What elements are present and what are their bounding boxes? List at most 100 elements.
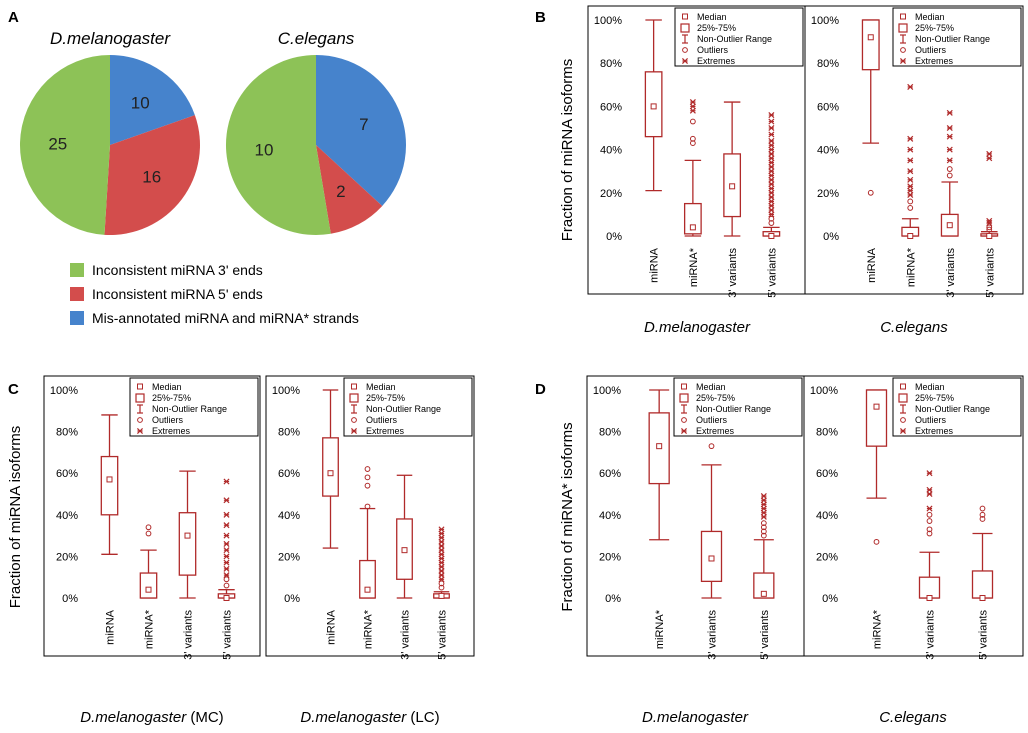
legend-outlier-symbol — [137, 417, 143, 423]
box-1 — [700, 443, 723, 599]
box-b-cel: 0% 20% 40% 60% 80% 100% miRNA miRNA* 3' variants… — [804, 5, 1024, 336]
median-marker — [401, 547, 408, 554]
iqr-box — [139, 572, 158, 599]
outlier-point — [873, 538, 880, 545]
y-tick-label: 60% — [600, 101, 622, 113]
box-0 — [644, 19, 663, 192]
box-3 — [762, 112, 781, 239]
legend-label-outliers: Outliers — [152, 415, 184, 425]
median-marker — [364, 586, 371, 593]
y-tick-label: 40% — [817, 145, 839, 157]
outlier-point — [926, 518, 933, 524]
pie-cel: 7 2 10 — [225, 54, 407, 235]
legend-box-symbol — [680, 23, 690, 33]
iqr-box — [359, 559, 376, 599]
outlier-point — [979, 505, 986, 512]
iqr-box — [753, 572, 775, 599]
legend-label-iqr: 25%-75% — [696, 393, 735, 403]
y-tick-label: 100% — [811, 15, 839, 27]
box-2 — [971, 505, 994, 601]
pie-slice-value: 10 — [131, 93, 150, 112]
y-tick-label: 100% — [810, 385, 838, 397]
legend-label-range: Non-Outlier Range — [915, 404, 990, 414]
box-1 — [139, 524, 158, 599]
legend-box-symbol — [679, 393, 689, 403]
legend-label-mis: Mis-annotated miRNA and miRNA* strands — [92, 310, 359, 326]
y-tick-label: 0% — [606, 231, 622, 243]
box-b-dmel: 0% 20% 40% 60% 80% 100% miRNA miRNA* 3' variants… — [559, 5, 806, 336]
x-tick-label: 5' variants — [437, 610, 449, 660]
outlier-point — [364, 474, 371, 481]
median-marker — [650, 103, 657, 110]
box-3 — [217, 478, 236, 601]
box-2 — [396, 474, 413, 599]
median-marker — [979, 595, 986, 601]
median-marker — [907, 233, 914, 239]
median-marker — [986, 233, 993, 239]
median-marker — [106, 476, 113, 483]
outlier-point — [926, 530, 933, 537]
x-caption: C.elegans — [880, 319, 948, 336]
y-tick-label: 80% — [56, 427, 78, 439]
outlier-point — [223, 582, 230, 589]
x-tick-label: 3' variants — [707, 610, 719, 660]
iqr-box — [861, 19, 880, 71]
pie-slice — [104, 115, 200, 236]
pie-slice-value: 25 — [48, 134, 67, 153]
legend-label-median: Median — [366, 382, 396, 392]
legend-label-range: Non-Outlier Range — [697, 34, 772, 44]
x-tick-label: miRNA — [866, 247, 878, 282]
pie-slice-value: 2 — [336, 182, 345, 201]
legend-box-symbol — [135, 393, 145, 403]
box-plots: 0%20%40%60%80%100%miRNA miRNA* 3' variants… — [7, 5, 1024, 726]
outlier-point — [145, 530, 152, 537]
iqr-box — [683, 202, 702, 235]
legend-label-iqr: 25%-75% — [697, 23, 736, 33]
legend-label-extremes: Extremes — [697, 56, 736, 66]
x-tick-label: 3' variants — [727, 248, 739, 298]
y-tick-label: 0% — [823, 231, 839, 243]
y-tick-label: 20% — [817, 188, 839, 200]
outlier-point — [708, 443, 715, 450]
y-tick-label: 60% — [278, 468, 300, 480]
panel-label-c: C — [8, 381, 19, 398]
legend-label-median: Median — [696, 382, 726, 392]
x-tick-label: miRNA — [649, 247, 661, 282]
pie-slice — [19, 55, 110, 235]
legend-label-extremes: Extremes — [366, 426, 405, 436]
legend-label-extremes: Extremes — [696, 426, 735, 436]
y-tick-label: 80% — [278, 427, 300, 439]
outlier-point — [689, 135, 696, 142]
x-tick-label: miRNA* — [872, 609, 884, 649]
y-axis-label: Fraction of miRNA isoforms — [7, 426, 24, 609]
legend-frame — [673, 377, 803, 437]
y-tick-label: 60% — [599, 468, 621, 480]
x-tick-label: miRNA* — [688, 247, 700, 287]
legend-frame — [674, 7, 804, 67]
box-3 — [433, 526, 450, 599]
box-1 — [901, 83, 920, 239]
legend-frame — [129, 377, 259, 437]
x-tick-label: 3' variants — [183, 610, 195, 660]
x-tick-label: 3' variants — [925, 610, 937, 660]
median-marker — [867, 34, 874, 41]
median-marker — [926, 595, 933, 601]
y-axis-label: Fraction of miRNA isoforms — [559, 59, 576, 242]
legend-label-extremes: Extremes — [915, 56, 954, 66]
legend-label-range: Non-Outlier Range — [915, 34, 990, 44]
legend-label-extremes: Extremes — [915, 426, 954, 436]
legend-outlier-symbol — [351, 417, 357, 423]
plot-frame — [43, 375, 261, 657]
pie-slice-value: 16 — [142, 168, 161, 187]
y-tick-label: 40% — [56, 510, 78, 522]
median-marker — [184, 532, 191, 539]
outlier-point — [926, 511, 933, 518]
pie-title-cel: C.elegans — [278, 29, 355, 48]
y-tick-label: 40% — [278, 510, 300, 522]
box-0 — [100, 414, 119, 555]
box-c-lc: 0% 20% 40% 60% 80% 100% miRNA miRNA* 3' variants… — [265, 375, 475, 726]
median-marker — [708, 555, 715, 562]
y-tick-label: 80% — [816, 427, 838, 439]
legend-median-symbol — [682, 13, 688, 20]
